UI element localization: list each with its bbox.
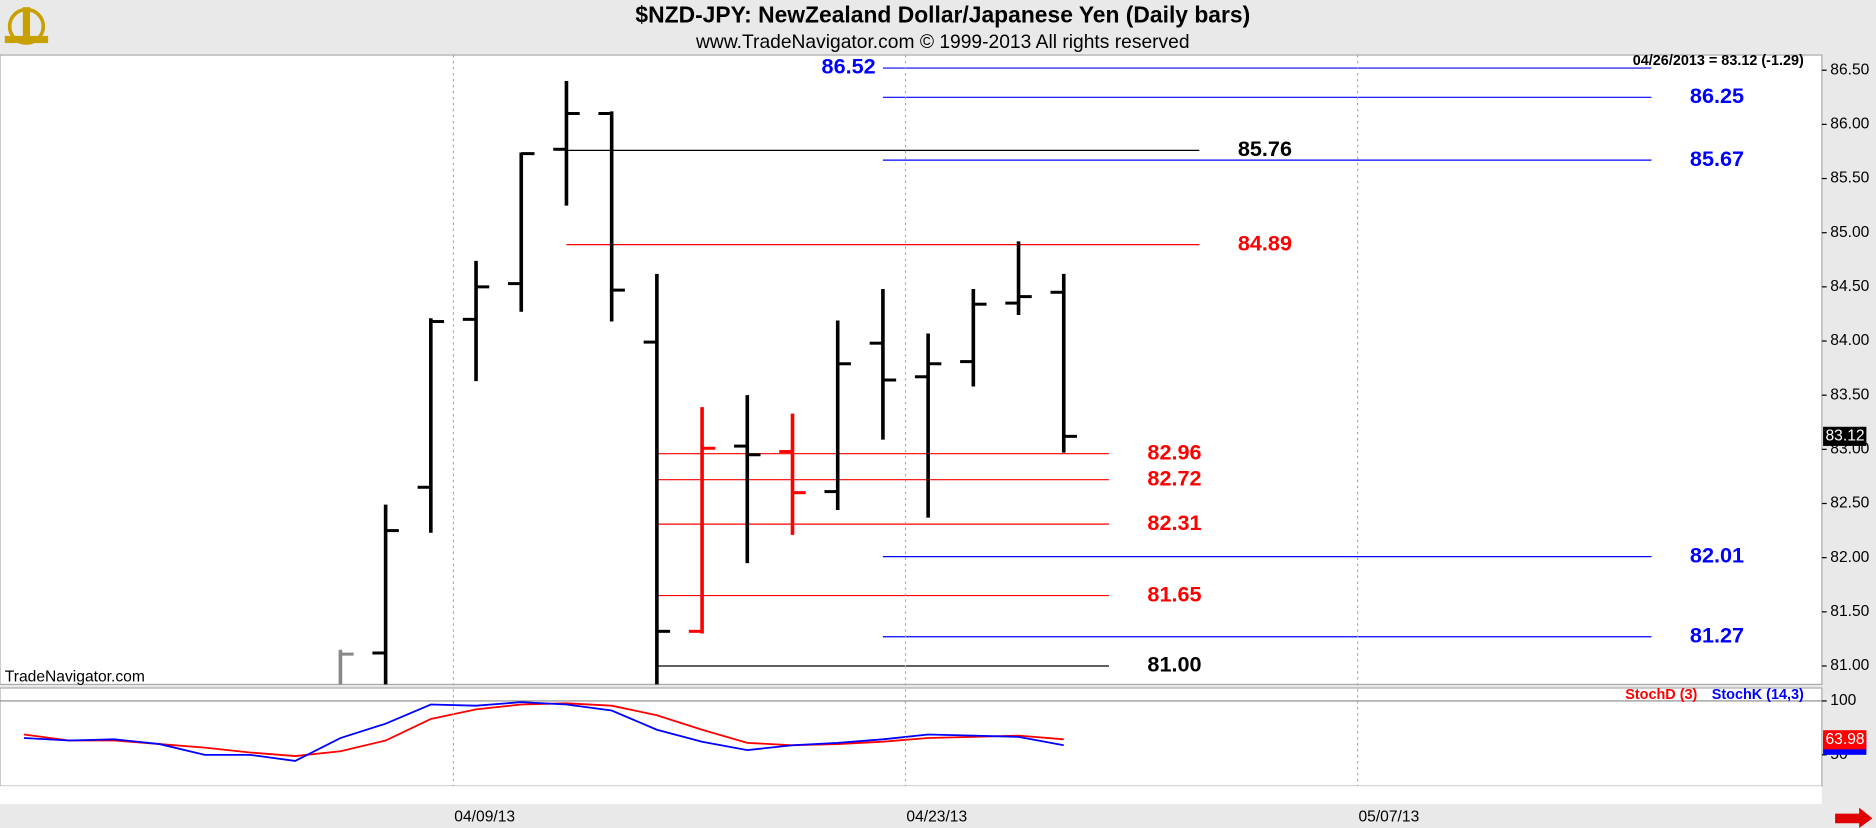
level-label: 85.67 <box>1690 146 1744 171</box>
overlay: 04/09/13 04/23/13 05/07/13 81.00 81.50 82.00 8… <box>452 54 1870 825</box>
level-label: 81.27 <box>1690 622 1744 647</box>
stoch-plot <box>0 700 1822 762</box>
last-d-label: 63.98 <box>1825 731 1864 748</box>
level-label: 81.00 <box>1147 652 1201 677</box>
y-tick-label: 84.00 <box>1830 332 1869 349</box>
legend-entry: StochD (3) <box>1625 687 1697 703</box>
level-label: 85.76 <box>1238 136 1292 161</box>
price-panel <box>0 54 1823 686</box>
level-label: 86.25 <box>1690 83 1744 108</box>
watermark: TradeNavigator.com <box>5 668 145 685</box>
last-info: 04/26/2013 = 83.12 (-1.29) <box>1633 53 1804 69</box>
y-tick-label: 82.00 <box>1830 549 1869 566</box>
last-d-box <box>1823 730 1867 750</box>
y-tick-label: 85.50 <box>1830 170 1869 187</box>
subtitle: www.TradeNavigator.com © 1999-2013 All r… <box>695 32 1190 53</box>
y-tick-label: 81.50 <box>1830 603 1869 620</box>
y-tick-label: 85.00 <box>1830 224 1869 241</box>
level-label: 82.01 <box>1690 542 1744 567</box>
y-tick-label: 86.50 <box>1830 61 1869 78</box>
level-label: 84.89 <box>1238 230 1292 255</box>
y-tick-label: 84.50 <box>1830 278 1869 295</box>
y-tick-label: 81.00 <box>1830 657 1869 674</box>
last-price-label: 83.12 <box>1825 427 1864 444</box>
x-tick-label: 04/23/13 <box>906 808 967 825</box>
y-tick-label: 82.50 <box>1830 495 1869 512</box>
price-plot <box>338 67 1652 685</box>
spacer <box>0 786 1822 805</box>
x-tick-label: 04/09/13 <box>454 808 515 825</box>
level-label: 86.52 <box>822 54 876 79</box>
x-tick-label: 05/07/13 <box>1358 808 1419 825</box>
level-label: 82.31 <box>1147 510 1201 535</box>
logo <box>4 7 49 45</box>
last-price-box <box>1823 426 1867 446</box>
y-tick-label: 83.50 <box>1830 386 1869 403</box>
level-label: 82.72 <box>1147 465 1201 490</box>
stoch-line <box>23 701 1064 762</box>
level-label: 81.65 <box>1147 581 1201 606</box>
y-tick-label: 100 <box>1830 692 1856 709</box>
scroll-arrow[interactable] <box>1835 807 1873 828</box>
title: $NZD-JPY: NewZealand Dollar/Japanese Yen… <box>635 2 1250 28</box>
y-tick-label: 86.00 <box>1830 116 1869 133</box>
level-label: 82.96 <box>1147 439 1201 464</box>
legend-entry: StochK (14,3) <box>1712 687 1804 703</box>
